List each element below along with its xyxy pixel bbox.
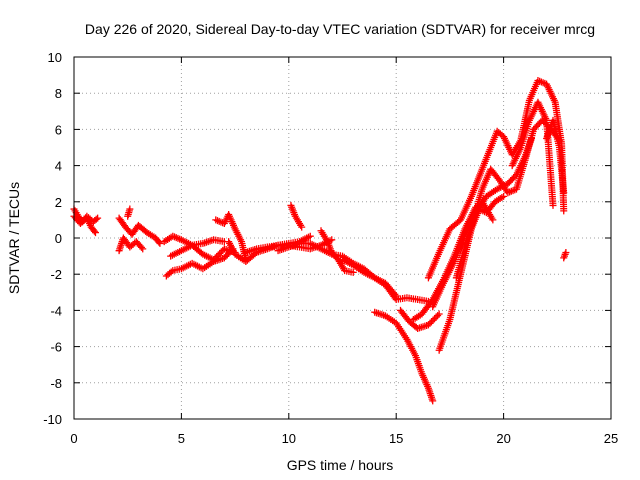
data-point-plus [426, 319, 434, 327]
x-tick-label: 10 [282, 431, 296, 446]
data-point-plus [391, 294, 399, 302]
chart-title: Day 226 of 2020, Sidereal Day-to-day VTE… [85, 21, 595, 37]
series-arc-14 [317, 227, 357, 276]
x-tick-labels: 0 5 10 15 20 25 [70, 431, 618, 446]
data-point-plus [139, 245, 147, 253]
data-point-plus [489, 216, 497, 224]
series-arc-6 [160, 232, 228, 249]
y-tick-label: -4 [50, 303, 62, 318]
y-tick-label: 10 [48, 50, 62, 65]
data-point-plus [156, 239, 164, 247]
data-point-plus [349, 268, 357, 276]
data-point-plus [435, 310, 443, 318]
series-arc-8 [162, 245, 237, 280]
data-point-plus [216, 250, 224, 258]
series-arc-4 [115, 234, 147, 255]
series-arc-3 [115, 214, 164, 247]
data-point-plus [560, 207, 568, 215]
x-tick-label: 25 [604, 431, 618, 446]
grid-lines [74, 57, 611, 419]
data-point-plus [560, 189, 568, 197]
series-arc-16 [371, 308, 437, 405]
y-tick-label: 6 [55, 122, 62, 137]
data-point-plus [432, 313, 440, 321]
data-point-plus [214, 251, 222, 259]
data-point-plus [306, 232, 314, 240]
data-point-plus [429, 397, 437, 405]
y-tick-label: 4 [55, 159, 62, 174]
data-point-plus [427, 318, 435, 326]
data-point-plus [137, 243, 145, 251]
data-point-plus [91, 229, 99, 237]
y-tick-label: -6 [50, 340, 62, 355]
series-arc-5 [124, 205, 134, 220]
series-arc-17 [396, 306, 443, 332]
y-tick-label: 0 [55, 231, 62, 246]
data-point-plus [549, 201, 557, 209]
x-tick-label: 5 [178, 431, 185, 446]
y-tick-label: 2 [55, 195, 62, 210]
x-tick-label: 20 [496, 431, 510, 446]
data-point-plus [500, 192, 508, 200]
y-axis-label: SDTVAR / TECUs [6, 182, 22, 294]
data-point-plus [562, 248, 570, 256]
series-arc-2 [70, 212, 102, 228]
series-arc-15 [339, 256, 432, 305]
data-point-plus [92, 215, 100, 223]
axis-ticks [73, 56, 612, 420]
data-point-plus [126, 205, 134, 213]
series-arc-13 [287, 201, 306, 231]
series-arc-20 [424, 77, 568, 282]
series-arc-25 [560, 248, 570, 262]
x-tick-label: 0 [70, 431, 77, 446]
data-point-plus [217, 248, 225, 256]
data-point-plus [434, 312, 442, 320]
x-axis-label: GPS time / hours [287, 457, 394, 473]
y-tick-label: -2 [50, 267, 62, 282]
x-tick-label: 15 [389, 431, 403, 446]
data-point-plus [167, 268, 175, 276]
y-tick-label: -8 [50, 376, 62, 391]
series-arc-23 [508, 98, 557, 209]
series-arc-22 [452, 116, 563, 282]
y-tick-labels: -10 -8 -6 -4 -2 0 2 4 6 8 10 [43, 50, 62, 427]
data-point-plus [424, 321, 432, 329]
data-point-plus [431, 315, 439, 323]
data-point-plus [94, 214, 102, 222]
data-point-plus [90, 227, 98, 235]
data-marks [70, 77, 570, 405]
data-point-plus [429, 316, 437, 324]
series-arc-24 [543, 116, 568, 197]
data-point-plus [298, 223, 306, 231]
y-tick-label: -10 [43, 412, 62, 427]
y-tick-label: 8 [55, 86, 62, 101]
